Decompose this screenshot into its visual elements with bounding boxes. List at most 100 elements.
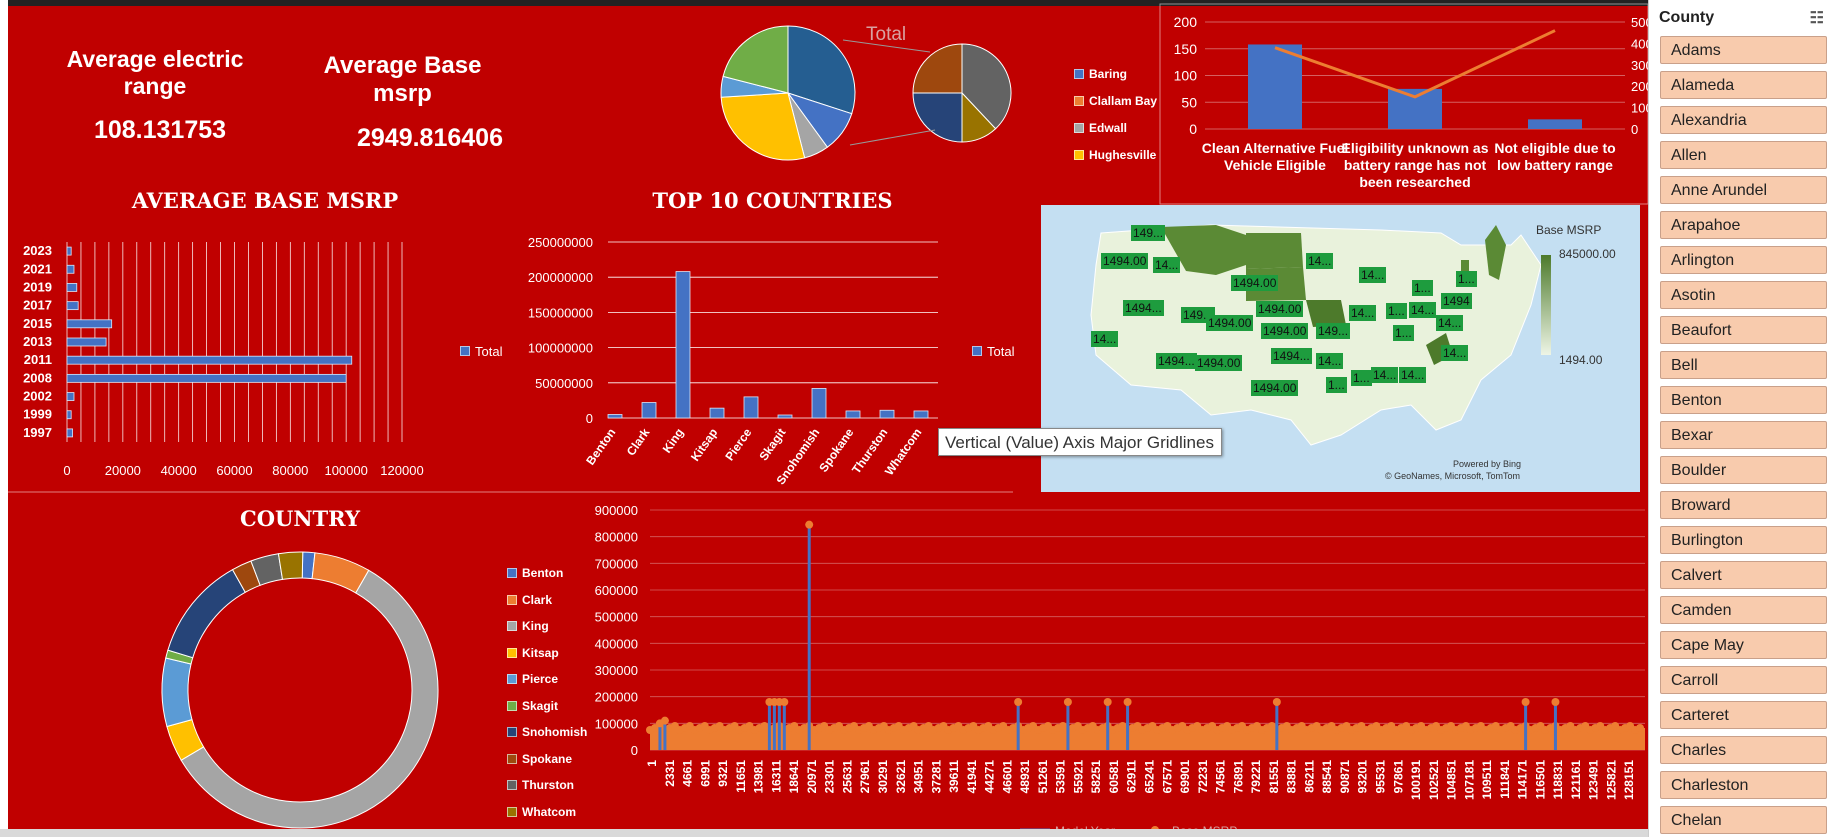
- combo-ytick: 50: [1181, 94, 1197, 110]
- hbar-xtick: 20000: [105, 463, 141, 478]
- multi-select-icon[interactable]: ☷: [1809, 10, 1824, 27]
- line-xtick: 51261: [1036, 760, 1050, 794]
- hbar-category: 2011: [24, 352, 52, 367]
- line-ytick: 0: [631, 743, 638, 758]
- base-msrp-point: [1636, 724, 1645, 732]
- map-label: 1494.00: [1195, 355, 1243, 371]
- legend-label: Baring: [1089, 66, 1128, 81]
- line-xtick: 46601: [1000, 760, 1014, 794]
- top10-legend: Total: [972, 343, 1014, 359]
- legend-label: Whatcom: [522, 804, 576, 819]
- combo-y2tick: 200: [1631, 79, 1648, 94]
- hbar-category: 2021: [23, 261, 52, 276]
- slicer-item[interactable]: Bell: [1660, 351, 1827, 379]
- combo-y2tick: 100: [1631, 101, 1648, 116]
- hbar-category: 2013: [23, 334, 52, 349]
- base-msrp-point: [1014, 698, 1023, 706]
- line-xtick: 30291: [876, 760, 890, 794]
- top10-title: TOP 10 COUNTRIES: [652, 188, 893, 213]
- avg-range-value: 108.131753: [93, 116, 227, 144]
- slicer-item[interactable]: Camden: [1660, 596, 1827, 624]
- hbar-bar: [66, 246, 72, 256]
- slicer-item[interactable]: Arapahoe: [1660, 211, 1827, 239]
- top10-category: Benton: [583, 426, 618, 468]
- base-msrp-point: [1272, 698, 1281, 706]
- line-xtick: 104851: [1445, 760, 1459, 800]
- base-msrp-point: [1063, 698, 1072, 706]
- line-xtick: 1: [645, 760, 659, 767]
- slicer-item[interactable]: Beaufort: [1660, 316, 1827, 344]
- avg-msrp-value: 2949.816406: [357, 124, 503, 152]
- map-credit-bing: Powered by Bing: [1453, 459, 1522, 469]
- slicer-item[interactable]: Adams: [1660, 36, 1827, 64]
- slicer-title: County: [1659, 9, 1715, 26]
- combo-bar: [1388, 88, 1442, 129]
- line-xtick: 25631: [840, 760, 854, 794]
- slicer-header: County ☷: [1649, 0, 1833, 36]
- map-label: 1...: [1456, 271, 1477, 287]
- combo-ytick: 0: [1189, 121, 1197, 137]
- slicer-item[interactable]: Bexar: [1660, 421, 1827, 449]
- slicer-item[interactable]: Broward: [1660, 491, 1827, 519]
- slicer-item[interactable]: Burlington: [1660, 526, 1827, 554]
- hbar-bar: [66, 283, 78, 292]
- hbar-xtick: 60000: [216, 463, 252, 478]
- hbar-bar: [66, 428, 73, 438]
- top10-bar: [913, 410, 929, 419]
- hbar-bar: [66, 337, 107, 347]
- legend-item: Whatcom: [507, 799, 587, 826]
- slicer-item[interactable]: Charles: [1660, 736, 1827, 764]
- line-xtick: 109511: [1480, 760, 1494, 800]
- gridlines-tooltip: Vertical (Value) Axis Major Gridlines: [938, 428, 1222, 456]
- pie-legend: Baring Clallam Bay Edwall Hughesville: [1074, 60, 1157, 168]
- slicer-item[interactable]: Alameda: [1660, 71, 1827, 99]
- legend-item: Edwall: [1074, 114, 1157, 141]
- map-label: 1...: [1326, 377, 1347, 393]
- pie-slice: [722, 25, 789, 94]
- slicer-item[interactable]: Boulder: [1660, 456, 1827, 484]
- slicer-item[interactable]: Cape May: [1660, 631, 1827, 659]
- avg-msrp-legend: Total: [460, 343, 502, 359]
- legend-swatch: [507, 727, 517, 738]
- slicer-item[interactable]: Carroll: [1660, 666, 1827, 694]
- line-xtick: 79221: [1249, 760, 1263, 794]
- slicer-item[interactable]: Arlington: [1660, 246, 1827, 274]
- donut-slice: [167, 568, 246, 659]
- slicer-item[interactable]: Chelan: [1660, 806, 1827, 834]
- line-ytick: 400000: [595, 636, 638, 651]
- combo-y2tick: 400: [1631, 36, 1648, 51]
- hbar-xtick: 100000: [324, 463, 367, 478]
- hbar-xtick: 80000: [272, 463, 308, 478]
- slicer-item[interactable]: Calvert: [1660, 561, 1827, 589]
- hbar-bar: [66, 301, 79, 311]
- sheet-tabs[interactable]: [0, 829, 1648, 837]
- line-xtick: 55921: [1071, 760, 1085, 794]
- legend-swatch: [1074, 95, 1084, 106]
- line-xtick: 53591: [1054, 760, 1068, 794]
- slicer-item[interactable]: Carteret: [1660, 701, 1827, 729]
- base-msrp-point: [1521, 698, 1530, 706]
- legend-item: Clark: [507, 587, 587, 614]
- base-msrp-point: [660, 716, 669, 725]
- legend-label: Kitsap: [522, 645, 559, 660]
- slicer-item[interactable]: Anne Arundel: [1660, 176, 1827, 204]
- legend-swatch: [507, 647, 517, 658]
- line-xtick: 41941: [965, 760, 979, 794]
- slicer-item[interactable]: Asotin: [1660, 281, 1827, 309]
- combo-category: Eligibility unknown as battery range has …: [1341, 140, 1488, 190]
- line-xtick: 128151: [1622, 760, 1636, 800]
- hbar-xtick: 120000: [380, 463, 423, 478]
- combo-y2tick: 0: [1631, 122, 1638, 137]
- hbar-category: 2008: [23, 370, 52, 385]
- slicer-item[interactable]: Charleston: [1660, 771, 1827, 799]
- slicer-item[interactable]: Allen: [1660, 141, 1827, 169]
- combo-category: Not eligible due to low battery range: [1494, 140, 1615, 173]
- combo-y2tick: 300: [1631, 58, 1648, 73]
- legend-label: Spokane: [522, 751, 573, 766]
- line-ytick: 500000: [595, 610, 638, 625]
- slicer-item[interactable]: Benton: [1660, 386, 1827, 414]
- line-xtick: 44271: [983, 760, 997, 794]
- legend-label: Benton: [522, 566, 564, 581]
- slicer-item[interactable]: Alexandria: [1660, 106, 1827, 134]
- map-label: 14...: [1316, 353, 1344, 369]
